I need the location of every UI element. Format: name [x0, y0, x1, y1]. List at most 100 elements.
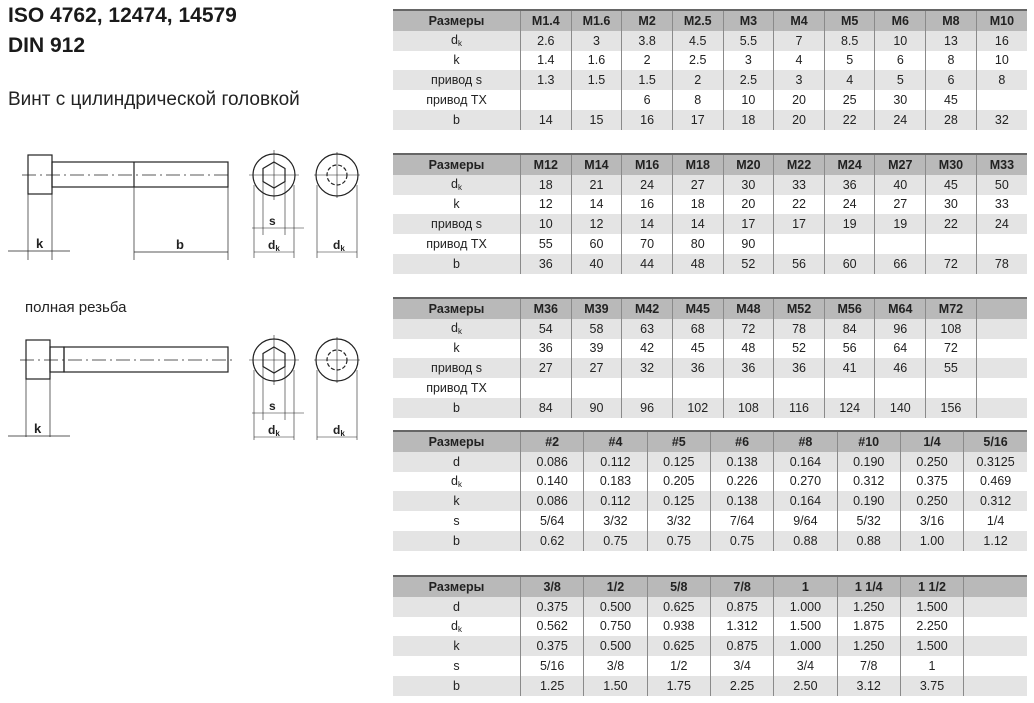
row-label: k — [393, 636, 521, 657]
row-label-text: d — [451, 473, 458, 488]
table-row: dk 0.562 0.750 0.938 1.312 1.500 1.875 2.250 — [393, 616, 1027, 637]
table-cell: 1.12 — [963, 530, 1027, 551]
table-cell: 24 — [975, 214, 1027, 235]
table-cell: 3 — [773, 70, 825, 91]
row-label: привод TX — [393, 90, 521, 110]
column-header-size: 1/2 — [583, 575, 648, 597]
table-cell: 78 — [975, 253, 1027, 274]
table-cell: 1 — [899, 656, 964, 676]
table-cell: 3/4 — [709, 656, 774, 676]
row-label: k — [393, 491, 521, 512]
column-header-size: M24 — [823, 153, 875, 175]
table-cell: 0.75 — [709, 530, 774, 551]
table-cell: 14 — [520, 109, 572, 130]
column-header-dimensions: Размеры — [393, 153, 521, 175]
row-label: dk — [393, 472, 521, 492]
row-label-text: b — [453, 112, 460, 127]
column-header-size: M33 — [975, 153, 1027, 175]
column-header-dimensions: Размеры — [393, 9, 521, 31]
row-label-subscript: k — [457, 39, 462, 49]
table-cell — [925, 234, 977, 254]
standard-title-iso: ISO 4762, 12474, 14579 — [8, 4, 237, 27]
row-label: dk — [393, 30, 521, 51]
row-label: привод TX — [393, 378, 521, 398]
table-cell: 2.6 — [520, 30, 572, 51]
row-label-text: d — [451, 618, 458, 633]
table-row: привод TX 55 60 70 80 90 — [393, 234, 1027, 254]
table-cell: 30 — [722, 174, 774, 195]
column-header-size: M2.5 — [671, 9, 724, 31]
column-header-size: M1.4 — [520, 9, 572, 31]
table-cell: 2 — [621, 50, 673, 71]
table-cell: 66 — [874, 253, 926, 274]
screw-side-view-partial-thread — [8, 154, 232, 260]
table-cell: 1.6 — [570, 50, 622, 71]
row-label-subscript: k — [457, 183, 462, 193]
table-row: b 14 15 16 17 18 20 22 24 28 32 — [393, 109, 1027, 130]
table-cell: 0.312 — [963, 491, 1027, 512]
table-cell — [520, 90, 572, 110]
table-cell: 3/32 — [583, 511, 648, 531]
row-label: b — [393, 675, 521, 696]
standard-title-din: DIN 912 — [8, 34, 86, 57]
column-header-size: M64 — [874, 297, 926, 319]
table-cell — [975, 90, 1027, 110]
row-label-text: привод s — [431, 73, 482, 88]
column-header-size: 1 — [773, 575, 838, 597]
table-cell: 24 — [874, 109, 926, 130]
full-thread-caption: полная резьба — [25, 299, 127, 316]
column-header-size: M3 — [722, 9, 774, 31]
table-cell: 8.5 — [823, 30, 875, 51]
table-cell — [874, 234, 926, 254]
column-header-size: M5 — [823, 9, 875, 31]
table-cell: 0.125 — [646, 491, 711, 512]
table-cell: 12 — [570, 214, 622, 235]
table-cell: 1.5 — [621, 70, 673, 91]
row-label: d — [393, 451, 521, 472]
table-cell: 70 — [621, 234, 673, 254]
table-cell: 0.086 — [519, 451, 584, 472]
table-cell — [975, 234, 1027, 254]
table-cell: 6 — [925, 70, 977, 91]
table-cell — [874, 378, 926, 398]
table-cell: 18 — [722, 109, 774, 130]
column-header-size: M14 — [570, 153, 622, 175]
table-cell: 20 — [773, 90, 825, 110]
table-cell: 63 — [621, 318, 673, 339]
column-header-size: M16 — [621, 153, 673, 175]
table-cell: 78 — [773, 318, 825, 339]
table-header-row: Размеры M36 M39 M42 M45 M48 M52 M56 M64 M72 — [393, 297, 1027, 319]
column-header-size: M2 — [621, 9, 673, 31]
table-cell: 25 — [823, 90, 875, 110]
table-cell: 1.3 — [520, 70, 572, 91]
table-cell: 12 — [520, 194, 572, 215]
table-cell: 72 — [925, 253, 977, 274]
table-cell: 1.75 — [646, 675, 711, 696]
table-cell: 0.086 — [519, 491, 584, 512]
screw-drawings: k b s dk dk k s dk — [8, 150, 360, 440]
table-cell: 2 — [671, 70, 724, 91]
table-cell: 9/64 — [773, 511, 838, 531]
table-row: s 5/64 3/32 3/32 7/64 9/64 5/32 3/16 1/4 — [393, 511, 1027, 531]
table-cell: 52 — [722, 253, 774, 274]
table-cell: 140 — [874, 397, 926, 418]
table-cell: 19 — [823, 214, 875, 235]
table-cell: 84 — [823, 318, 875, 339]
table-row: d 0.086 0.112 0.125 0.138 0.164 0.190 0.250 0.31… — [393, 451, 1027, 472]
table-cell: 8 — [925, 50, 977, 71]
table-cell: 1.25 — [519, 675, 584, 696]
table-cell — [925, 378, 977, 398]
table-cell: 4 — [773, 50, 825, 71]
row-label: b — [393, 253, 521, 274]
table-cell: 0.250 — [899, 451, 964, 472]
table-cell: 36 — [520, 253, 572, 274]
table-cell: 56 — [823, 338, 875, 359]
column-header-size: M48 — [722, 297, 774, 319]
table-cell: 33 — [975, 194, 1027, 215]
column-header-size: #8 — [773, 430, 838, 452]
column-header-size: 5/16 — [963, 430, 1027, 452]
table-cell: 55 — [520, 234, 572, 254]
table-cell: 6 — [874, 50, 926, 71]
table-cell — [963, 656, 1027, 676]
table-cell — [975, 378, 1027, 398]
